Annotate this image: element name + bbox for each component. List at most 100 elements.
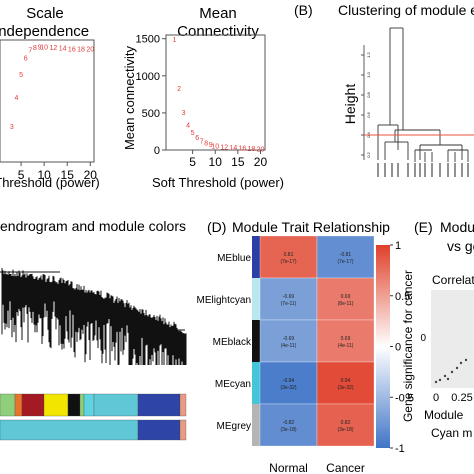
heatmap-row-label-2: MEblack — [213, 337, 252, 348]
scale-plot-frame — [0, 39, 95, 163]
panel-e-label: (E) — [414, 219, 433, 235]
clust-leaf-label-12 — [461, 163, 463, 177]
module-trait-panel: (D) Module Trait Relationship MEblue MEli… — [197, 219, 415, 474]
conn-point-3: 4 — [186, 123, 190, 130]
heatmap-cell-value-0-0: 0.81 — [284, 252, 294, 258]
conn-point-13: 18 — [248, 146, 256, 153]
conn-y-tick-label-2: 1000 — [136, 71, 160, 83]
module-color-segment-top-9 — [179, 393, 187, 417]
clustering-y-ticks: 0.20.40.60.81.01.2 — [361, 51, 371, 158]
panel-e-x-label-2: Cyan m — [431, 426, 472, 440]
heatmap-row-color-3 — [252, 362, 260, 404]
gene-dendrogram-panel: endrogram and module colors — [0, 218, 187, 441]
clust-y-tick-label-4: 1.0 — [366, 71, 371, 77]
heatmap-cell-pvalue-3-1: (3e-32) — [337, 385, 353, 391]
heatmap-row-color-2 — [252, 320, 260, 362]
conn-point-8: 9 — [209, 142, 213, 149]
module-color-segment-top-5 — [79, 393, 85, 417]
module-color-segment-bottom-0 — [0, 419, 139, 441]
clust-leaf-label-9 — [439, 163, 441, 177]
panel-e-point-6 — [459, 361, 463, 365]
heatmap-title: Module Trait Relationship — [232, 219, 390, 235]
scale-title-line2: independence — [0, 23, 89, 40]
heatmap-cell-4-1 — [316, 403, 375, 447]
conn-point-1: 2 — [177, 86, 181, 93]
colorbar-tick-label-0: 1 — [395, 240, 401, 252]
panel-e-point-7 — [464, 358, 468, 362]
heatmap-row-color-0 — [252, 236, 260, 278]
scale-x-tick-label-3: 20 — [84, 168, 98, 182]
scale-point-10: 16 — [68, 46, 76, 53]
panel-b-label: (B) — [294, 2, 313, 18]
heatmap-cell-value-2-1: 0.69 — [341, 336, 351, 342]
heatmap-cell-1-0 — [259, 277, 318, 321]
clust-leaf-label-7 — [424, 163, 426, 177]
panel-e-title-line2: vs ge — [447, 238, 474, 254]
panel-e-point-1 — [438, 378, 442, 382]
panel-e-point-3 — [446, 377, 450, 381]
module-color-bars — [0, 393, 187, 441]
heatmap-cell-pvalue-1-1: (8e-11) — [338, 301, 354, 307]
panel-e-x-label-1: Module — [424, 408, 464, 422]
colorbar-tick-label-1: 0.5 — [395, 291, 410, 303]
conn-y-ticks: 0 500 1000 1500 — [136, 34, 166, 157]
heatmap-row-labels: MEblue MElightcyan MEblack MEcyan MEgrey — [197, 253, 252, 432]
clust-y-tick-label-3: 0.8 — [366, 91, 371, 97]
scale-x-tick-label-0: 5 — [18, 168, 25, 182]
heatmap-cell-pvalue-4-0: (3e-18) — [280, 427, 296, 433]
gene-dendrogram — [0, 268, 187, 365]
conn-point-4: 5 — [191, 130, 195, 137]
heatmap-cell-pvalue-2-0: (4e-11) — [281, 343, 297, 349]
scale-point-11: 18 — [77, 46, 85, 53]
conn-x-tick-label-3: 20 — [254, 155, 268, 169]
heatmap-cell-value-3-1: 0.94 — [341, 378, 351, 384]
module-color-segment-top-8 — [137, 393, 181, 417]
scale-x-tick-label-1: 10 — [37, 168, 51, 182]
heatmap-cell-2-1 — [316, 319, 375, 363]
heatmap-cell-pvalue-3-0: (3e-32) — [280, 385, 296, 391]
clust-leaf-label-13 — [467, 163, 469, 177]
heatmap-cell-3-1 — [316, 361, 375, 405]
conn-x-tick-label-0: 5 — [189, 155, 196, 169]
clust-leaf-label-8 — [431, 163, 433, 177]
scale-point-9: 14 — [59, 46, 67, 53]
panel-e-point-0 — [434, 380, 438, 384]
panel-e-plot-background — [431, 290, 474, 388]
module-color-segment-top-6 — [83, 393, 95, 417]
heatmap-row-color-1 — [252, 278, 260, 320]
scale-point-0: 3 — [10, 124, 14, 131]
heatmap-cell-value-3-0: -0.94 — [283, 378, 295, 384]
heatmap-cell-pvalue-0-1: (7e-17) — [337, 259, 353, 265]
clustering-y-axis-label: Height — [342, 84, 358, 125]
clust-leaf-label-3 — [397, 163, 399, 177]
heatmap-row-color-strips — [252, 236, 260, 446]
conn-point-0: 1 — [173, 37, 177, 44]
scale-title-line1: Scale — [26, 5, 64, 22]
scale-x-tick-label-2: 15 — [61, 168, 75, 182]
panel-e-subtitle: Correlat — [432, 273, 474, 287]
scale-x-ticks: 5 10 15 20 — [18, 162, 98, 182]
module-color-segment-top-3 — [43, 393, 69, 417]
scale-point-12: 20 — [86, 46, 94, 53]
clust-leaf-label-4 — [407, 163, 409, 177]
dendrogram-title: endrogram and module colors — [0, 218, 186, 234]
colorbar-ticks: 1 0.5 0 -0.5 -1 — [390, 240, 414, 455]
module-color-segment-bottom-2 — [179, 419, 187, 441]
heatmap-cell-value-2-0: -0.69 — [283, 336, 295, 342]
conn-x-ticks: 5 10 15 20 — [189, 150, 267, 169]
clustering-tree — [377, 27, 469, 162]
heatmap-row-label-0: MEblue — [217, 253, 251, 264]
panel-e-title-line1: Modu — [440, 219, 474, 235]
conn-point-2: 3 — [182, 110, 186, 117]
conn-point-9: 10 — [211, 143, 219, 150]
module-color-segment-top-7 — [93, 393, 139, 417]
heatmap-cell-pvalue-2-1: (4e-11) — [338, 343, 354, 349]
scale-x-axis-label: Threshold (power) — [0, 175, 100, 190]
clustering-panel: (B) Clustering of module e Height 0.20.4… — [294, 2, 474, 177]
scale-point-3: 6 — [24, 56, 28, 63]
clust-y-tick-label-0: 0.2 — [366, 151, 371, 157]
heatmap-cell-value-0-1: -0.81 — [340, 252, 352, 258]
module-color-segment-top-0 — [0, 393, 16, 417]
